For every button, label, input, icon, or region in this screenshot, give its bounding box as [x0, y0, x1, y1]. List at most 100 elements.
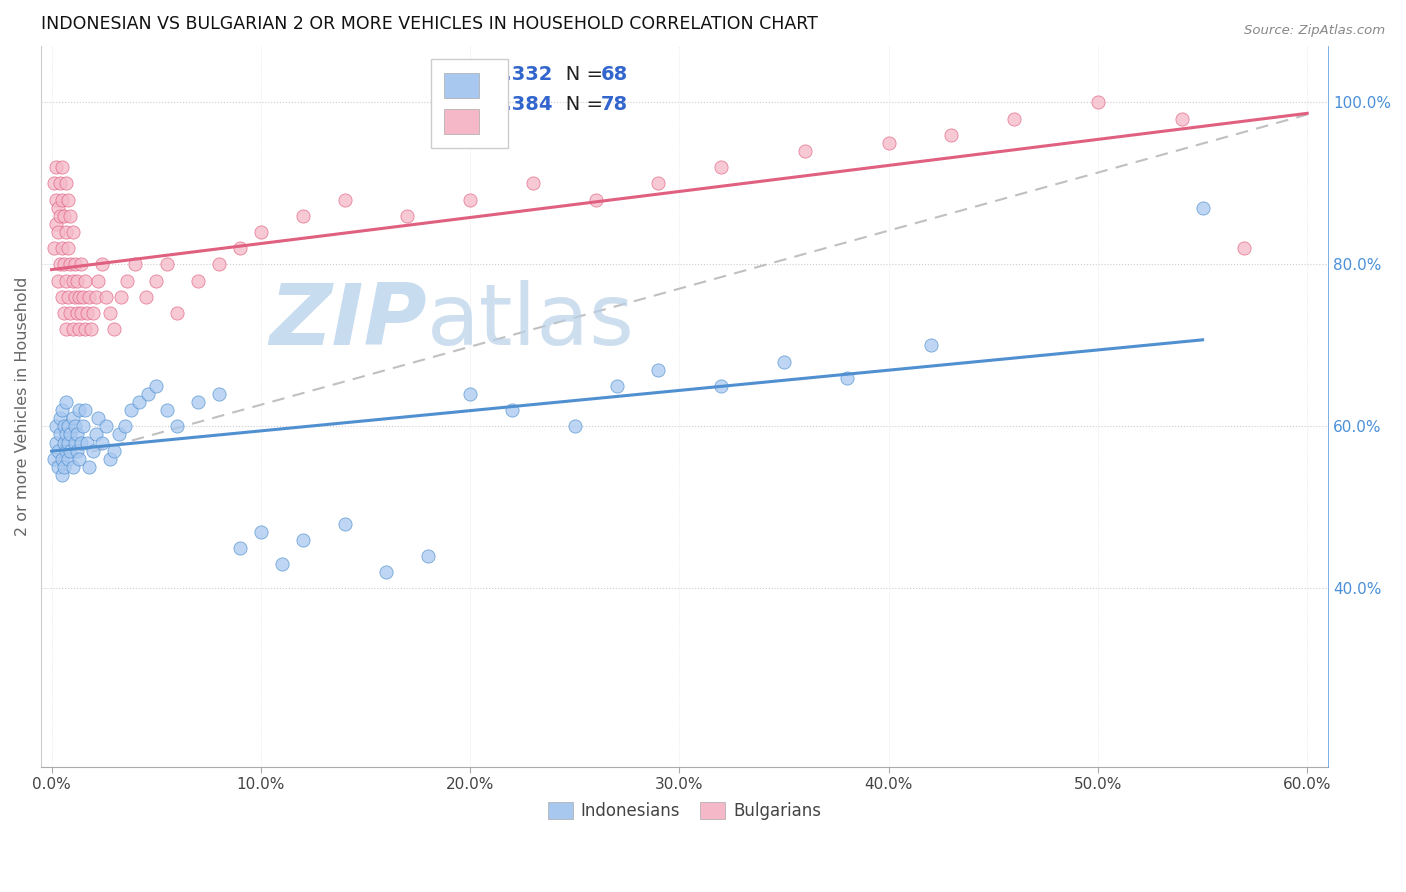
Point — [67, 322, 90, 336]
Point — [59, 257, 82, 271]
Text: Source: ZipAtlas.com: Source: ZipAtlas.com — [1244, 24, 1385, 37]
Point — [90, 257, 112, 271]
Point — [73, 322, 96, 336]
Point — [46, 201, 69, 215]
Point — [73, 403, 96, 417]
Point — [835, 371, 858, 385]
Point — [62, 225, 84, 239]
Point — [51, 467, 73, 482]
Point — [710, 379, 733, 393]
Point — [55, 177, 77, 191]
Point — [63, 435, 86, 450]
Point — [46, 443, 69, 458]
Point — [124, 257, 146, 271]
Point — [1002, 112, 1025, 126]
Point — [564, 419, 586, 434]
Point — [115, 274, 138, 288]
Point — [58, 435, 80, 450]
Point — [51, 241, 73, 255]
Point — [458, 193, 481, 207]
Text: R =: R = — [447, 65, 489, 84]
Text: 68: 68 — [600, 65, 628, 84]
Point — [80, 322, 103, 336]
Point — [128, 395, 150, 409]
Point — [67, 451, 90, 466]
Point — [156, 403, 179, 417]
Point — [941, 128, 963, 142]
Point — [98, 451, 121, 466]
Point — [84, 427, 107, 442]
Text: R =: R = — [447, 95, 489, 114]
Point — [114, 419, 136, 434]
Point — [53, 435, 76, 450]
Text: atlas: atlas — [427, 280, 636, 363]
Point — [103, 322, 125, 336]
Point — [63, 290, 86, 304]
Point — [375, 565, 398, 579]
Point — [229, 241, 252, 255]
Point — [522, 177, 544, 191]
Point — [396, 209, 419, 223]
Point — [107, 427, 129, 442]
Point — [229, 541, 252, 555]
Text: N =: N = — [547, 65, 609, 84]
Point — [55, 427, 77, 442]
Point — [58, 193, 80, 207]
Point — [63, 419, 86, 434]
Point — [42, 177, 65, 191]
Point — [187, 274, 209, 288]
Point — [53, 257, 76, 271]
Point — [62, 274, 84, 288]
Point — [51, 451, 73, 466]
Point — [585, 193, 607, 207]
Point — [67, 290, 90, 304]
Point — [333, 193, 356, 207]
Point — [291, 533, 314, 547]
Point — [58, 451, 80, 466]
Point — [45, 193, 67, 207]
Point — [45, 160, 67, 174]
Point — [920, 338, 942, 352]
Point — [66, 443, 89, 458]
Point — [51, 290, 73, 304]
Point — [94, 290, 117, 304]
Point — [70, 435, 93, 450]
Point — [647, 362, 669, 376]
Point — [145, 274, 167, 288]
Point — [187, 395, 209, 409]
Point — [72, 290, 94, 304]
Point — [458, 387, 481, 401]
Point — [70, 306, 93, 320]
Point — [110, 290, 132, 304]
Point — [606, 379, 628, 393]
Point — [136, 387, 159, 401]
Point — [77, 290, 100, 304]
Text: N =: N = — [547, 95, 609, 114]
Point — [773, 354, 796, 368]
Point — [59, 427, 82, 442]
Point — [62, 322, 84, 336]
Point — [86, 411, 108, 425]
Point — [45, 419, 67, 434]
Point — [156, 257, 179, 271]
Point — [66, 306, 89, 320]
Point — [291, 209, 314, 223]
Point — [55, 322, 77, 336]
Point — [77, 459, 100, 474]
Point — [76, 435, 98, 450]
Point — [53, 209, 76, 223]
Point — [55, 395, 77, 409]
Point — [1191, 201, 1213, 215]
Point — [66, 274, 89, 288]
Point — [82, 306, 104, 320]
Point — [86, 274, 108, 288]
Point — [710, 160, 733, 174]
Point — [166, 306, 188, 320]
Point — [51, 403, 73, 417]
Point — [49, 257, 72, 271]
Point — [1170, 112, 1192, 126]
Point — [63, 257, 86, 271]
Point — [90, 435, 112, 450]
Point — [59, 209, 82, 223]
Point — [333, 516, 356, 531]
